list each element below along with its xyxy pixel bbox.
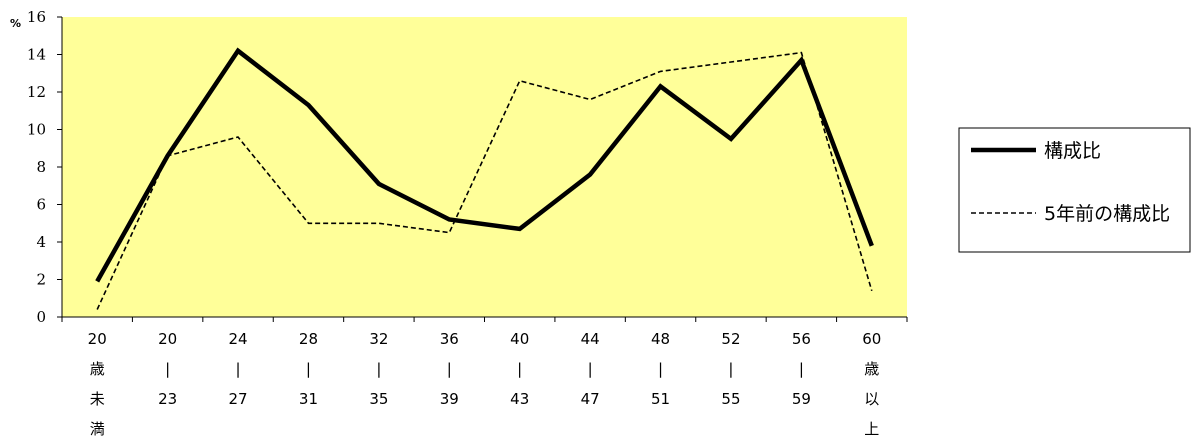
x-tick-label: 43 — [510, 390, 529, 408]
y-tick-label: 2 — [36, 271, 46, 289]
legend-label-2: 5年前の構成比 — [1044, 203, 1170, 225]
x-tick-label: 40 — [510, 330, 529, 348]
y-tick-label: 8 — [36, 158, 46, 176]
x-tick-label: 満 — [90, 420, 105, 438]
series-line-1 — [95, 47, 874, 283]
x-tick-label: 23 — [158, 390, 177, 408]
series-layer — [95, 47, 874, 310]
x-tick-label: | — [588, 360, 593, 378]
x-tick-label: 47 — [581, 390, 600, 408]
x-tick-label: 60 — [862, 330, 881, 348]
x-tick-label: 56 — [792, 330, 811, 348]
x-tick-label: | — [165, 360, 170, 378]
x-tick-label: 31 — [299, 390, 318, 408]
x-tick-label: 27 — [228, 390, 247, 408]
y-tick-label: 4 — [36, 233, 46, 251]
legend-label-1: 構成比 — [1044, 140, 1101, 162]
y-tick-label: 6 — [36, 196, 46, 214]
x-tick-label: 24 — [228, 330, 247, 348]
x-tick-label: 未 — [90, 390, 105, 408]
x-tick-label: | — [306, 360, 311, 378]
x-tick-label: 歳 — [864, 360, 879, 378]
x-tick-label: 36 — [440, 330, 459, 348]
x-tick-label: | — [799, 360, 804, 378]
x-tick-label: 59 — [792, 390, 811, 408]
x-tick-label: 28 — [299, 330, 318, 348]
x-tick-label: | — [376, 360, 381, 378]
x-tick-label: 上 — [864, 420, 879, 438]
x-tick-label: 歳 — [90, 360, 105, 378]
x-tick-label: 52 — [721, 330, 740, 348]
x-tick-label: 48 — [651, 330, 670, 348]
y-tick-label: 0 — [36, 308, 46, 326]
x-tick-label: | — [658, 360, 663, 378]
plot-area — [62, 17, 907, 317]
y-tick-label: 16 — [27, 8, 46, 26]
y-tick-label: 14 — [27, 46, 46, 64]
x-tick-label: 55 — [721, 390, 740, 408]
x-tick-label: 44 — [581, 330, 600, 348]
x-tick-label: | — [236, 360, 241, 378]
x-tick-label: 35 — [369, 390, 388, 408]
x-tick-label: 20 — [158, 330, 177, 348]
x-tick-label: | — [517, 360, 522, 378]
x-tick-label: 32 — [369, 330, 388, 348]
x-tick-label: | — [447, 360, 452, 378]
x-tick-label: 51 — [651, 390, 670, 408]
legend: 構成比 5年前の構成比 — [958, 127, 1191, 253]
axes: 0246810121416%20歳未満20|2324|2728|3132|353… — [10, 8, 908, 438]
series-line-2 — [96, 51, 873, 310]
x-tick-label: 以 — [864, 390, 879, 408]
y-unit-label: % — [10, 17, 21, 30]
x-tick-label: 20 — [88, 330, 107, 348]
y-tick-label: 12 — [27, 83, 46, 101]
y-tick-label: 10 — [27, 121, 46, 139]
x-tick-label: | — [728, 360, 733, 378]
x-tick-label: 39 — [440, 390, 459, 408]
